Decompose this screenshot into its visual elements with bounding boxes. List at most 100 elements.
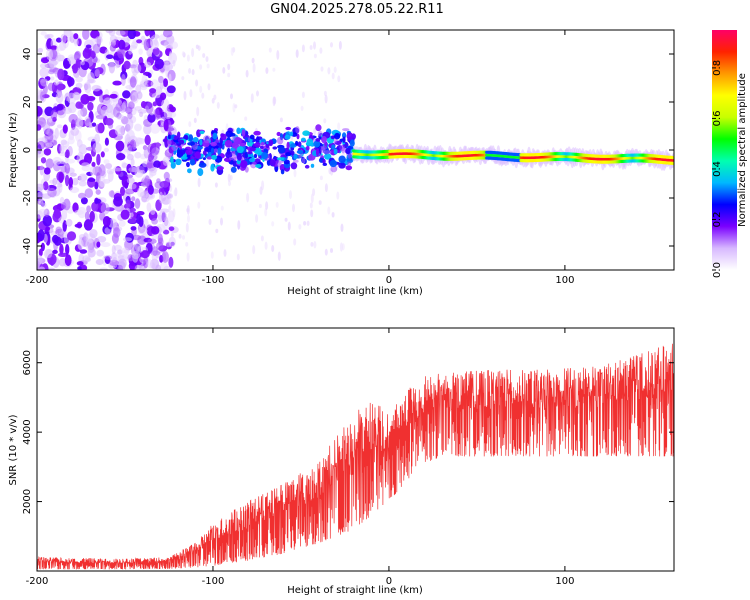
heatmap-cell-807 <box>57 68 65 81</box>
heatmap-cell-615 <box>40 242 45 252</box>
heatmap-cell-878 <box>80 93 90 105</box>
heatmap-cell-382 <box>137 235 147 245</box>
heatmap-cell-952 <box>309 202 313 209</box>
heatmap-cell-1373 <box>234 136 242 145</box>
heatmap-cell-1320 <box>176 131 181 139</box>
heatmap-cell-751 <box>82 48 92 59</box>
heatmap-cell-701 <box>66 159 76 164</box>
heatmap-cell-735 <box>109 44 116 52</box>
heatmap-cell-1498 <box>329 159 338 168</box>
heatmap-cell-880 <box>163 119 169 131</box>
heatmap-cell-1025 <box>303 221 307 226</box>
heatmap-cell-1023 <box>324 94 328 104</box>
heatmap-cell-699 <box>151 92 161 99</box>
heatmap-cell-831 <box>118 219 126 227</box>
colorbar-bar <box>712 30 737 270</box>
heatmap-cell-939 <box>199 85 203 94</box>
heatmap-cell-922 <box>168 73 172 84</box>
heatmap-cell-1479 <box>187 141 196 146</box>
heatmap-cell-897 <box>161 251 169 263</box>
heatmap-cell-904 <box>197 177 201 188</box>
heatmap-cell-706 <box>122 90 131 99</box>
heatmap-cell-759 <box>163 265 171 270</box>
heatmap-cell-931 <box>197 201 201 209</box>
heatmap-cell-801 <box>60 202 67 210</box>
heatmap-cell-487 <box>79 249 88 254</box>
heatmap-cell-1273 <box>183 134 189 140</box>
heatmap-cell-1521 <box>240 160 248 169</box>
heatmap-cell-823 <box>122 237 133 242</box>
heatmap-cell-1418 <box>313 140 321 148</box>
heatmap-cell-696 <box>170 41 179 49</box>
heatmap-cell-1079 <box>199 64 203 70</box>
heatmap-cell-916 <box>244 116 248 121</box>
heatmap-cell-760 <box>108 61 116 74</box>
heatmap-cell-962 <box>320 66 324 72</box>
heatmap-cell-898 <box>113 196 123 207</box>
heatmap-cell-1528 <box>189 158 196 166</box>
heatmap-cell-965 <box>169 184 173 193</box>
heatmap-cell-796 <box>38 196 44 204</box>
heatmap-cell-1429 <box>187 168 192 174</box>
heatmap-cell-1078 <box>185 222 189 233</box>
heatmap-cell-862 <box>106 54 114 59</box>
heatmap-cell-471 <box>168 226 175 231</box>
heatmap-cell-1512 <box>249 147 256 152</box>
heatmap-cell-947 <box>196 106 200 117</box>
heatmap-cell-687 <box>152 101 158 107</box>
heatmap-cell-1042 <box>271 221 275 227</box>
heatmap-cell-1072 <box>284 217 288 222</box>
heatmap-cell-568 <box>161 98 170 111</box>
heatmap-cell-824 <box>84 188 94 198</box>
heatmap-cell-210 <box>58 258 67 267</box>
heatmap-cell-826 <box>64 254 72 266</box>
heatmap-cell-910 <box>287 221 291 231</box>
heatmap-cell-812 <box>45 48 54 61</box>
heatmap-cell-740 <box>77 239 84 251</box>
heatmap-cell-767 <box>138 227 148 235</box>
heatmap-cell-197 <box>54 127 59 140</box>
heatmap-cell-1382 <box>300 137 306 142</box>
heatmap-cell-1428 <box>338 155 346 164</box>
heatmap-cell-1461 <box>292 159 299 163</box>
heatmap-cell-1101 <box>285 126 292 131</box>
p2-xtick-label-3: 100 <box>555 576 574 587</box>
heatmap-cell-1161 <box>341 132 347 139</box>
heatmap-cell-1370 <box>216 166 224 171</box>
p2-xtick-label-2: 0 <box>386 576 392 587</box>
heatmap-cell-1421 <box>199 130 205 135</box>
heatmap-cell-901 <box>230 93 233 100</box>
heatmap-cell-1458 <box>253 153 258 159</box>
p1-xtick-label-3: 100 <box>555 275 574 286</box>
heatmap-cell-882 <box>142 178 151 186</box>
heatmap-cell-928 <box>264 207 268 217</box>
heatmap-cell-1436 <box>202 135 211 144</box>
heatmap-cell-798 <box>61 145 68 151</box>
spectrogram-ylabel: Frequency (Hz) <box>8 112 19 188</box>
heatmap-cell-942 <box>227 72 231 78</box>
heatmap-cell-979 <box>237 220 241 230</box>
heatmap-cell-488 <box>56 52 62 63</box>
heatmap-cell-1385 <box>259 145 264 150</box>
cb-tick-label-2: 0.4 <box>712 161 723 177</box>
heatmap-cell-503 <box>37 47 44 53</box>
heatmap-cell-1444 <box>173 135 178 140</box>
heatmap-cell-726 <box>150 79 160 90</box>
heatmap-cell-911 <box>168 205 172 211</box>
heatmap-cell-513 <box>134 198 141 209</box>
heatmap-cell-393 <box>152 34 160 39</box>
colorbar-label: Normalized spectral amplitude <box>737 73 748 227</box>
heatmap-cell-951 <box>265 201 269 210</box>
heatmap-cell-632 <box>144 134 151 146</box>
heatmap-cell-918 <box>260 235 264 242</box>
heatmap-cell-639 <box>156 242 164 251</box>
heatmap-cell-864 <box>147 259 153 269</box>
heatmap-cell-769 <box>82 255 91 262</box>
heatmap-cell-779 <box>40 157 47 164</box>
heatmap-cell-1265 <box>202 150 207 156</box>
p1-ytick-label-1: 20 <box>22 96 33 109</box>
heatmap-cell-786 <box>95 123 104 134</box>
heatmap-cell-930 <box>178 233 182 239</box>
heatmap-cell-805 <box>143 38 150 51</box>
heatmap-cell-495 <box>121 175 130 188</box>
